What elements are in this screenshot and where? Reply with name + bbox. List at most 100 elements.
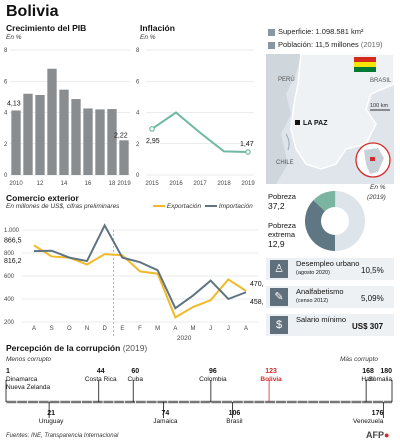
corruption-country: Uruguay	[39, 418, 64, 425]
trade-xtick: E	[120, 326, 124, 332]
trade-legend-export: Exportación	[153, 203, 201, 210]
corruption-rank: 60	[131, 368, 139, 375]
trade-legend-import: Importación	[205, 203, 253, 210]
corruption-country: Cuba	[127, 376, 143, 383]
population-year: (2019)	[360, 40, 383, 49]
legend-import-label: Importación	[218, 203, 253, 210]
population-text: Población: 11,5 millones	[278, 40, 359, 49]
trade-xtick: M	[191, 326, 196, 332]
gdp-bar	[107, 109, 117, 175]
trade-xtick: A	[32, 326, 36, 332]
gdp-bar	[35, 95, 45, 175]
corruption-rank: 123	[265, 368, 277, 375]
gdp-bar	[83, 108, 93, 175]
gdp-title: Crecimiento del PIB	[6, 23, 87, 33]
inflation-unit: En %	[140, 34, 156, 41]
corruption-country: Costa Rica	[85, 376, 117, 383]
inf-xtick: 2017	[193, 181, 207, 187]
chile-label: CHILE	[276, 160, 294, 166]
gdp-bar	[23, 93, 33, 175]
inflation-point	[245, 149, 251, 155]
inf-xtick: 2018	[217, 181, 231, 187]
legend-import-swatch	[205, 205, 217, 208]
trade-ytick: 200	[4, 320, 15, 326]
gdp-bar	[47, 68, 57, 175]
inf-ytick: 6	[136, 79, 140, 85]
gdp-bar	[119, 140, 129, 175]
corruption-rank: 96	[209, 368, 217, 375]
salario-value: US$ 307	[352, 322, 384, 331]
gdp-xtick: 12	[37, 181, 44, 187]
trade-xtick: S	[50, 326, 54, 332]
la-paz-label: LA PAZ	[303, 120, 328, 127]
corruption-country: Colombia	[199, 376, 227, 383]
corruption-rank: 1	[6, 368, 10, 375]
person-icon: ♙	[270, 260, 288, 278]
trade-ytick: 800	[4, 251, 15, 257]
inf-ytick: 0	[136, 173, 140, 179]
peru-label: PERÚ	[278, 76, 295, 83]
corruption-country: Somalia	[369, 376, 393, 383]
inf-ytick: 2	[136, 142, 140, 148]
surface-text: Superficie: 1.098.581 km²	[278, 27, 364, 36]
trade-ytick: 400	[4, 297, 15, 303]
trade-xtick: A	[244, 326, 248, 332]
corruption-rank: 168	[362, 368, 374, 375]
bolivia-map: LA PAZ PERÚ BRASIL CHILE 100 km	[266, 54, 394, 184]
la-paz-marker-icon	[295, 120, 300, 125]
analfabetismo-value: 5,09%	[361, 294, 384, 303]
corruption-country: Venezuela	[353, 418, 384, 425]
salario-label: Salario mínimo	[296, 315, 347, 324]
gdp-last-label: 2,22	[114, 132, 128, 139]
inflation-point	[149, 126, 155, 132]
pobreza-label: Pobreza	[268, 192, 296, 201]
gdp-xtick: 16	[85, 181, 92, 187]
trade-chart: 200 400 600 800 1.000 866,5 816,2 470,7 458,7 A S O…	[4, 223, 264, 342]
inflation-chart: 0 2 4 6 8 2,95 1,47 2015 2016 2017 2018 2019	[136, 48, 255, 187]
gdp-ytick: 2	[4, 142, 8, 148]
stat-row-salario	[266, 314, 394, 336]
population-info: Población: 11,5 millones (2019)	[268, 40, 383, 49]
flag-yellow	[354, 62, 376, 67]
gdp-xtick: 18	[109, 181, 116, 187]
corruption-country: Brasil	[226, 418, 243, 425]
corruption-rank: 21	[47, 410, 55, 417]
stat-row-desempleo	[266, 258, 394, 280]
poverty-year: (2019)	[367, 194, 386, 201]
legend-export-label: Exportación	[166, 203, 202, 210]
trade-xtick: J	[227, 326, 230, 332]
gdp-first-label: 4,13	[7, 100, 21, 107]
gdp-ytick: 6	[4, 79, 8, 85]
extrema-label: Pobreza extrema	[268, 221, 296, 239]
poverty-donut	[305, 191, 365, 251]
inf-ytick: 8	[136, 48, 140, 54]
corruption-country: Jamaica	[153, 418, 178, 425]
gdp-bar	[95, 109, 105, 175]
import-end-label: 458,7	[250, 299, 264, 306]
export-start-label: 866,5	[4, 237, 22, 244]
sources: Fuentes: INE, Transparencia Internaciona…	[6, 433, 119, 439]
legend-export-swatch	[153, 205, 165, 208]
inf-last-label: 1,47	[240, 141, 254, 148]
corruption-rank: 106	[229, 410, 241, 417]
flag-red	[354, 57, 376, 62]
corruption-rank: 74	[162, 410, 170, 417]
trade-xtick: F	[138, 326, 142, 332]
gdp-bar	[59, 89, 69, 175]
gdp-bar	[11, 110, 21, 175]
extrema-value: 12,9	[268, 239, 285, 249]
surface-square-icon	[268, 28, 275, 36]
poverty-unit: En %	[370, 184, 386, 191]
inf-xtick: 2019	[241, 181, 255, 187]
afp-logo: AFP●	[366, 430, 390, 440]
trade-xtick: D	[102, 326, 107, 332]
gdp-chart: 0 2 4 6 8 4,13 2,22 2010 12 14 16 18 2019	[4, 48, 131, 187]
bolivia-shape	[290, 54, 394, 170]
corruption-country: Dinamarca	[6, 376, 38, 383]
corruption-country: Haití	[361, 376, 375, 383]
inflation-title: Inflación	[140, 23, 175, 33]
gdp-bar	[71, 99, 81, 175]
corruption-less: Menos corrupto	[6, 356, 52, 363]
corruption-country: Bolivia	[260, 376, 282, 383]
